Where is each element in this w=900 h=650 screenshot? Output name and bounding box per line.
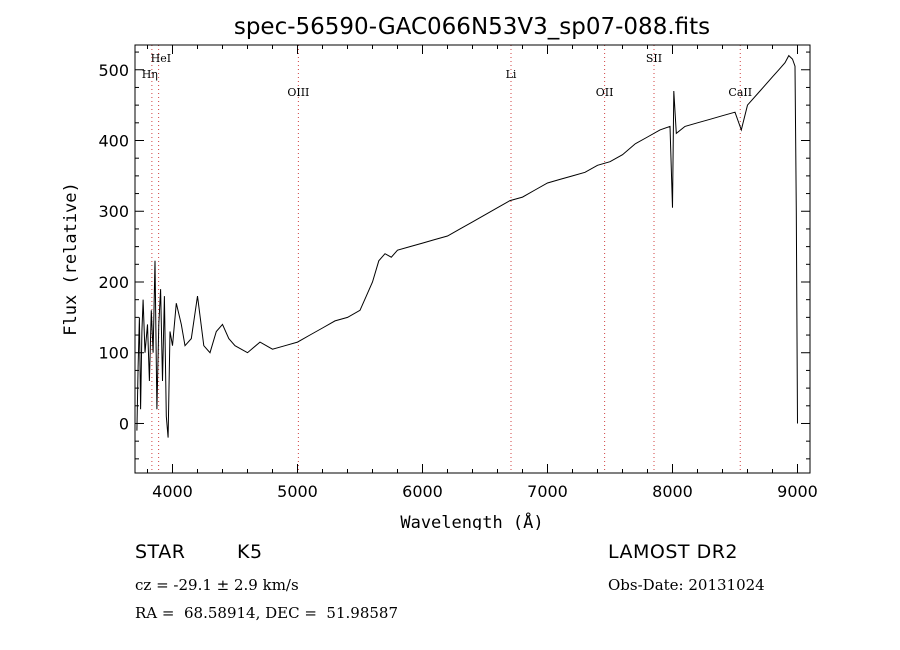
x-axis: 4000 5000 6000 7000 8000 9000 [147,45,818,501]
x-tick-label-1: 5000 [277,482,318,501]
spectrum-line [136,54,798,438]
line-label-3: Li [506,68,517,81]
coordinates: RA = 68.58914, DEC = 51.98587 [135,604,399,622]
object-class: STAR [135,541,186,563]
x-tick-label-5: 9000 [777,482,818,501]
line-label-2: OIII [287,86,309,99]
x-tick-label-0: 4000 [152,482,193,501]
y-tick-label-0: 0 [119,414,129,433]
x-tick-label-3: 7000 [527,482,568,501]
y-tick-label-3: 300 [98,202,129,221]
spectrum-chart: spec-56590-GAC066N53V3_sp07-088.fits HeI… [61,14,818,530]
y-tick-label-5: 500 [98,61,129,80]
line-label-6: CaII [728,86,752,99]
x-tick-label-4: 8000 [652,482,693,501]
y-axis-label: Flux (relative) [61,182,81,336]
y-tick-label-2: 200 [98,273,129,292]
plot-frame [134,44,811,474]
line-label-5: SII [646,52,662,65]
x-axis-label: Wavelength (Å) [400,511,543,530]
y-tick-label-4: 400 [98,132,129,151]
line-label-1: Hη [142,68,158,81]
y-tick-label-1: 100 [98,344,129,363]
y-axis: 0 100 200 300 400 500 [98,51,810,460]
object-subclass: K5 [237,541,263,563]
cz-value: cz = -29.1 ± 2.9 km/s [135,576,299,594]
line-label-0: HeI [151,52,171,65]
obs-date: Obs-Date: 20131024 [608,576,765,594]
spectral-line-markers: HeI Hη OIII Li OII SII CaII [142,45,752,473]
chart-title: spec-56590-GAC066N53V3_sp07-088.fits [234,14,710,40]
survey-name: LAMOST DR2 [608,541,738,563]
x-tick-label-2: 6000 [402,482,443,501]
line-label-4: OII [596,86,614,99]
